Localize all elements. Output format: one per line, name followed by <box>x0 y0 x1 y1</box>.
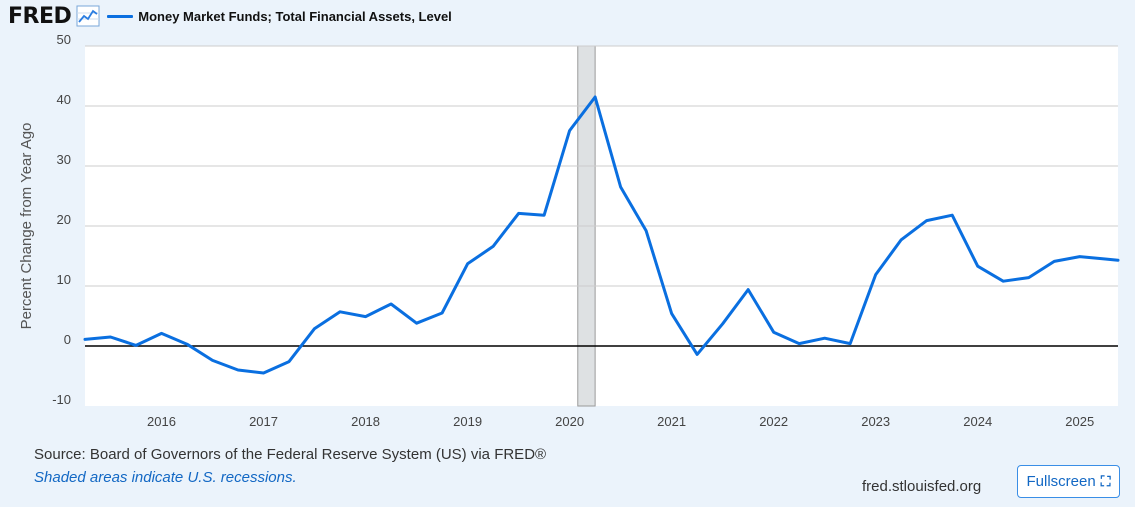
y-tick-label: 40 <box>57 92 71 107</box>
y-tick-label: 50 <box>57 32 71 47</box>
x-tick-label: 2017 <box>249 414 278 429</box>
legend-label[interactable]: Money Market Funds; Total Financial Asse… <box>138 8 452 24</box>
x-tick-label: 2023 <box>861 414 890 429</box>
y-axis-label: Percent Change from Year Ago <box>18 123 35 330</box>
series-layer <box>83 95 1120 375</box>
grid-layer <box>85 45 1118 347</box>
x-tick-label: 2020 <box>555 414 584 429</box>
x-tick-label: 2024 <box>963 414 992 429</box>
chart-header: FRED Money Market Funds; Total Financial… <box>8 3 452 29</box>
legend-line-swatch <box>107 14 134 18</box>
series-line <box>83 95 1120 375</box>
y-tick-label: -10 <box>52 392 71 407</box>
y-tick-label: 0 <box>64 332 71 347</box>
line-chart-icon[interactable] <box>76 5 100 27</box>
site-url[interactable]: fred.stlouisfed.org <box>862 478 982 495</box>
y-tick-label: 10 <box>57 272 71 287</box>
fullscreen-button[interactable]: Fullscreen ⛶ <box>1017 465 1120 498</box>
y-tick-label: 30 <box>57 152 71 167</box>
y-tick-label: 20 <box>57 212 71 227</box>
y-axis-tick-labels: -10 0 10 20 30 40 50 <box>52 32 71 407</box>
x-tick-label: 2021 <box>657 414 686 429</box>
x-axis-tick-labels: 2016 2017 2018 2019 2020 2021 2022 2023 2024 2025 <box>147 414 1094 429</box>
x-tick-label: 2022 <box>759 414 788 429</box>
x-tick-label: 2016 <box>147 414 176 429</box>
fullscreen-label: Fullscreen <box>1026 473 1096 490</box>
fred-logo[interactable]: FRED <box>8 3 72 29</box>
x-tick-label: 2025 <box>1065 414 1094 429</box>
x-tick-label: 2019 <box>453 414 482 429</box>
source-text: Source: Board of Governors of the Federa… <box>34 446 547 463</box>
recession-note: Shaded areas indicate U.S. recessions. <box>34 469 297 486</box>
fullscreen-icon: ⛶ <box>1100 473 1111 489</box>
x-tick-label: 2018 <box>351 414 380 429</box>
